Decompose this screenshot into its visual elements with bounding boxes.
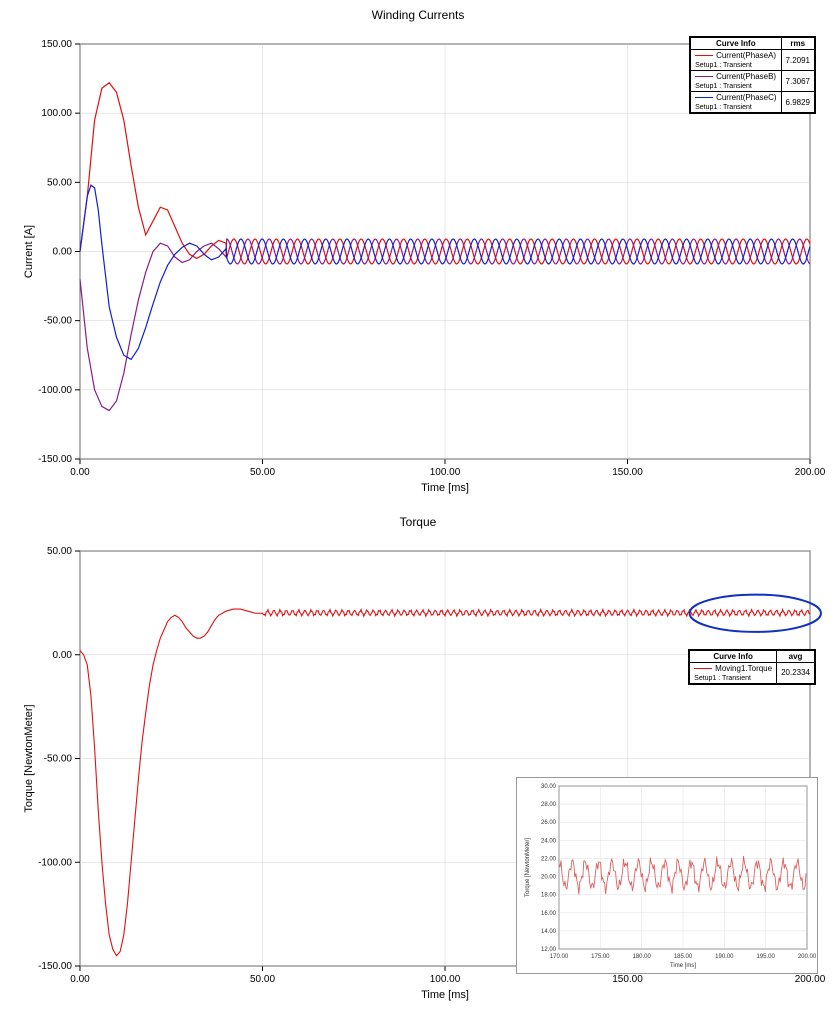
svg-text:50.00: 50.00 [250,467,275,478]
chart1-legend: Curve InformsCurrent(PhaseA)Setup1 : Tra… [689,36,816,114]
svg-text:26.00: 26.00 [541,820,557,826]
svg-text:50.00: 50.00 [47,546,72,557]
chart2-legend: Curve InfoavgMoving1.TorqueSetup1 : Tran… [688,649,816,685]
svg-text:150.00: 150.00 [612,974,643,985]
svg-text:0.00: 0.00 [70,974,90,985]
svg-text:185.00: 185.00 [674,954,693,960]
svg-text:20.00: 20.00 [541,875,557,881]
chart1-title: Winding Currents [8,8,828,22]
svg-text:Time [ms]: Time [ms] [421,482,469,494]
winding-currents-panel: Winding Currents 0.00 50.00 100.00 150.00 20… [8,8,828,501]
svg-text:175.00: 175.00 [591,954,610,960]
svg-text:150.00: 150.00 [612,467,643,478]
svg-text:200.00: 200.00 [798,954,817,960]
svg-text:0.00: 0.00 [70,467,90,478]
svg-text:100.00: 100.00 [430,974,461,985]
svg-text:12.00: 12.00 [541,947,557,953]
chart2-inset-plot: 170.00 175.00 180.00 185.00 190.00 195.00 200.… [517,778,817,973]
chart2-title: Torque [8,515,828,529]
svg-text:190.00: 190.00 [715,954,734,960]
svg-text:Torque [NewtonMeter]: Torque [NewtonMeter] [525,838,531,897]
svg-text:22.00: 22.00 [541,856,557,862]
svg-text:50.00: 50.00 [47,177,72,188]
svg-text:Torque [NewtonMeter]: Torque [NewtonMeter] [23,704,35,812]
torque-panel: Torque 0.00 50.00 100.00 150.00 200.00 -150.0… [8,515,828,1008]
svg-text:0.00: 0.00 [53,247,73,258]
svg-text:100.00: 100.00 [430,467,461,478]
svg-text:30.00: 30.00 [541,784,557,790]
svg-text:-150.00: -150.00 [38,454,72,465]
svg-text:-50.00: -50.00 [44,754,73,765]
svg-text:24.00: 24.00 [541,838,557,844]
svg-text:200.00: 200.00 [795,467,826,478]
svg-text:Time [ms]: Time [ms] [670,963,696,969]
svg-text:-100.00: -100.00 [38,857,72,868]
chart2-inset: 170.00 175.00 180.00 185.00 190.00 195.00 200.… [516,777,818,974]
svg-text:180.00: 180.00 [632,954,651,960]
svg-text:18.00: 18.00 [541,893,557,899]
svg-text:16.00: 16.00 [541,911,557,917]
svg-text:-100.00: -100.00 [38,385,72,396]
svg-text:0.00: 0.00 [53,650,73,661]
svg-text:Time [ms]: Time [ms] [421,989,469,1001]
svg-text:Current [A]: Current [A] [23,225,35,278]
svg-text:150.00: 150.00 [41,39,72,50]
svg-text:-150.00: -150.00 [38,961,72,972]
svg-text:14.00: 14.00 [541,929,557,935]
svg-text:-50.00: -50.00 [44,316,73,327]
svg-text:28.00: 28.00 [541,802,557,808]
svg-text:200.00: 200.00 [795,974,826,985]
svg-text:100.00: 100.00 [41,108,72,119]
svg-text:170.00: 170.00 [550,954,569,960]
svg-text:50.00: 50.00 [250,974,275,985]
svg-text:195.00: 195.00 [756,954,775,960]
